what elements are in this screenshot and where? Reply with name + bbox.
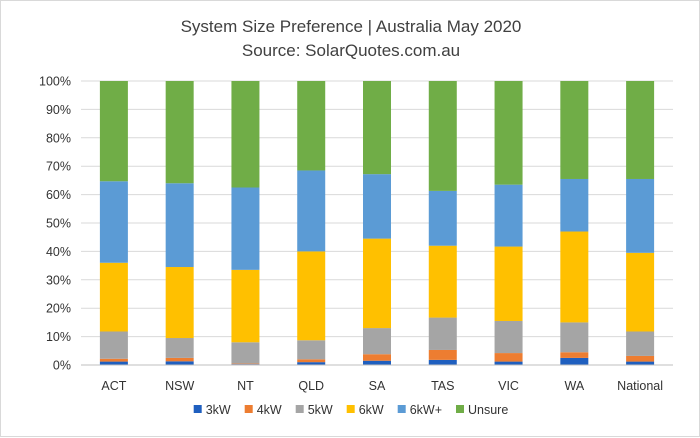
y-tick-label: 100% xyxy=(39,75,71,89)
x-tick-label: SA xyxy=(369,379,386,393)
bar-segment-wa-6kwplus xyxy=(560,178,589,232)
bar-segment-nt-unsure xyxy=(231,81,260,188)
legend-swatch xyxy=(193,405,202,413)
bar-segment-vic-6kw xyxy=(494,246,523,321)
bar-segment-sa-6kwplus xyxy=(363,174,391,239)
bar-segment-nt-5kw xyxy=(231,342,260,364)
x-tick-label: VIC xyxy=(498,379,519,393)
x-tick-label: TAS xyxy=(431,379,454,393)
legend-label: 6kW xyxy=(359,403,384,417)
y-tick-label: 40% xyxy=(46,245,71,259)
bar-segment-qld-3kw xyxy=(297,362,326,365)
y-axis-ticks: 0% 10% 20% 30% 40% 50% 60% 70% 80% 90% 100% xyxy=(39,75,71,373)
legend-swatch xyxy=(397,405,406,413)
bar-segment-nsw-3kw xyxy=(165,361,194,365)
bar-segment-tas-3kw xyxy=(428,359,457,365)
bar-segment-tas-unsure xyxy=(428,81,457,191)
y-tick-label: 20% xyxy=(46,302,71,316)
bar-segment-act-6kw xyxy=(99,262,128,332)
y-tick-label: 30% xyxy=(46,273,71,287)
legend-label: 6kW+ xyxy=(410,403,442,417)
bar-segment-sa-4kw xyxy=(363,354,391,361)
bar-segment-act-4kw xyxy=(99,358,128,362)
legend-label: 4kW xyxy=(257,403,282,417)
bar-segment-sa-unsure xyxy=(363,81,391,175)
bar-segment-vic-unsure xyxy=(494,81,523,185)
legend-item-6kw: 6kW xyxy=(346,403,384,417)
bar-segment-qld-4kw xyxy=(297,359,326,363)
bar-segment-vic-3kw xyxy=(494,361,523,365)
bar-segment-qld-unsure xyxy=(297,81,326,171)
bar-segment-sa-6kw xyxy=(363,238,391,329)
bar-segment-nt-6kw xyxy=(231,269,260,343)
bar-segment-nsw-6kw xyxy=(165,267,194,339)
bar-segment-act-3kw xyxy=(99,361,128,365)
legend-swatch xyxy=(346,405,355,413)
bar-segment-tas-6kwplus xyxy=(428,190,457,246)
chart-subtitle: Source: SolarQuotes.com.au xyxy=(242,41,460,60)
bar-segment-nt-4kw xyxy=(231,363,260,365)
bar-segment-qld-6kw xyxy=(297,251,326,341)
bar-segment-national-unsure xyxy=(626,81,655,179)
bar-segment-national-3kw xyxy=(626,361,655,365)
bar-segment-act-6kwplus xyxy=(99,181,128,263)
legend-swatch xyxy=(244,405,253,413)
x-axis-ticks: ACT NSW NT QLD SA TAS VIC WA National xyxy=(101,379,663,393)
y-tick-label: 70% xyxy=(46,160,71,174)
bars xyxy=(99,81,655,365)
bar-segment-nsw-4kw xyxy=(165,357,194,362)
legend-label: 5kW xyxy=(308,403,333,417)
bar-segment-tas-6kw xyxy=(428,245,457,318)
bar-segment-national-5kw xyxy=(626,331,655,356)
bar-segment-national-4kw xyxy=(626,355,655,362)
bar-segment-national-6kw xyxy=(626,252,655,332)
bar-segment-vic-6kwplus xyxy=(494,184,523,247)
bar-segment-qld-5kw xyxy=(297,340,326,360)
x-tick-label: NSW xyxy=(165,379,194,393)
bar-segment-tas-5kw xyxy=(428,317,457,350)
bar-segment-sa-5kw xyxy=(363,328,391,355)
bar-segment-wa-4kw xyxy=(560,352,589,358)
bar-segment-nsw-unsure xyxy=(165,81,194,184)
y-tick-label: 50% xyxy=(46,217,71,231)
bar-segment-tas-4kw xyxy=(428,349,457,360)
bar-segment-vic-4kw xyxy=(494,353,523,362)
x-tick-label: WA xyxy=(564,379,584,393)
bar-segment-vic-5kw xyxy=(494,320,523,354)
x-tick-label: QLD xyxy=(298,379,324,393)
y-tick-label: 60% xyxy=(46,188,71,202)
legend-label: 3kW xyxy=(206,403,231,417)
legend-item-6kwplus: 6kW+ xyxy=(397,403,442,417)
bar-segment-nt-6kwplus xyxy=(231,187,260,270)
y-tick-label: 10% xyxy=(46,330,71,344)
x-tick-label: NT xyxy=(237,379,254,393)
bar-segment-nsw-6kwplus xyxy=(165,183,194,268)
legend-item-5kw: 5kW xyxy=(295,403,333,417)
legend-swatch xyxy=(295,405,304,413)
bar-segment-qld-6kwplus xyxy=(297,170,326,252)
bar-segment-national-6kwplus xyxy=(626,178,655,253)
bar-segment-act-unsure xyxy=(99,81,128,182)
x-tick-label: National xyxy=(617,379,663,393)
bar-segment-wa-unsure xyxy=(560,81,589,179)
chart-title: System Size Preference | Australia May 2… xyxy=(181,17,522,36)
bar-segment-wa-6kw xyxy=(560,231,589,323)
legend-item-3kw: 3kW xyxy=(193,403,231,417)
bar-segment-act-5kw xyxy=(99,331,128,359)
bar-segment-nsw-5kw xyxy=(165,338,194,358)
y-tick-label: 90% xyxy=(46,103,71,117)
y-tick-label: 0% xyxy=(53,359,71,373)
bar-segment-wa-5kw xyxy=(560,322,589,353)
legend: 3kW 4kW 5kW 6kW 6kW+ Unsure xyxy=(193,403,508,417)
legend-item-4kw: 4kW xyxy=(244,403,282,417)
legend-item-unsure: Unsure xyxy=(456,403,508,417)
legend-swatch xyxy=(456,405,464,413)
bar-segment-sa-3kw xyxy=(363,360,391,365)
x-tick-label: ACT xyxy=(101,379,126,393)
bar-segment-wa-3kw xyxy=(560,357,589,365)
y-tick-label: 80% xyxy=(46,131,71,145)
legend-label: Unsure xyxy=(468,403,508,417)
